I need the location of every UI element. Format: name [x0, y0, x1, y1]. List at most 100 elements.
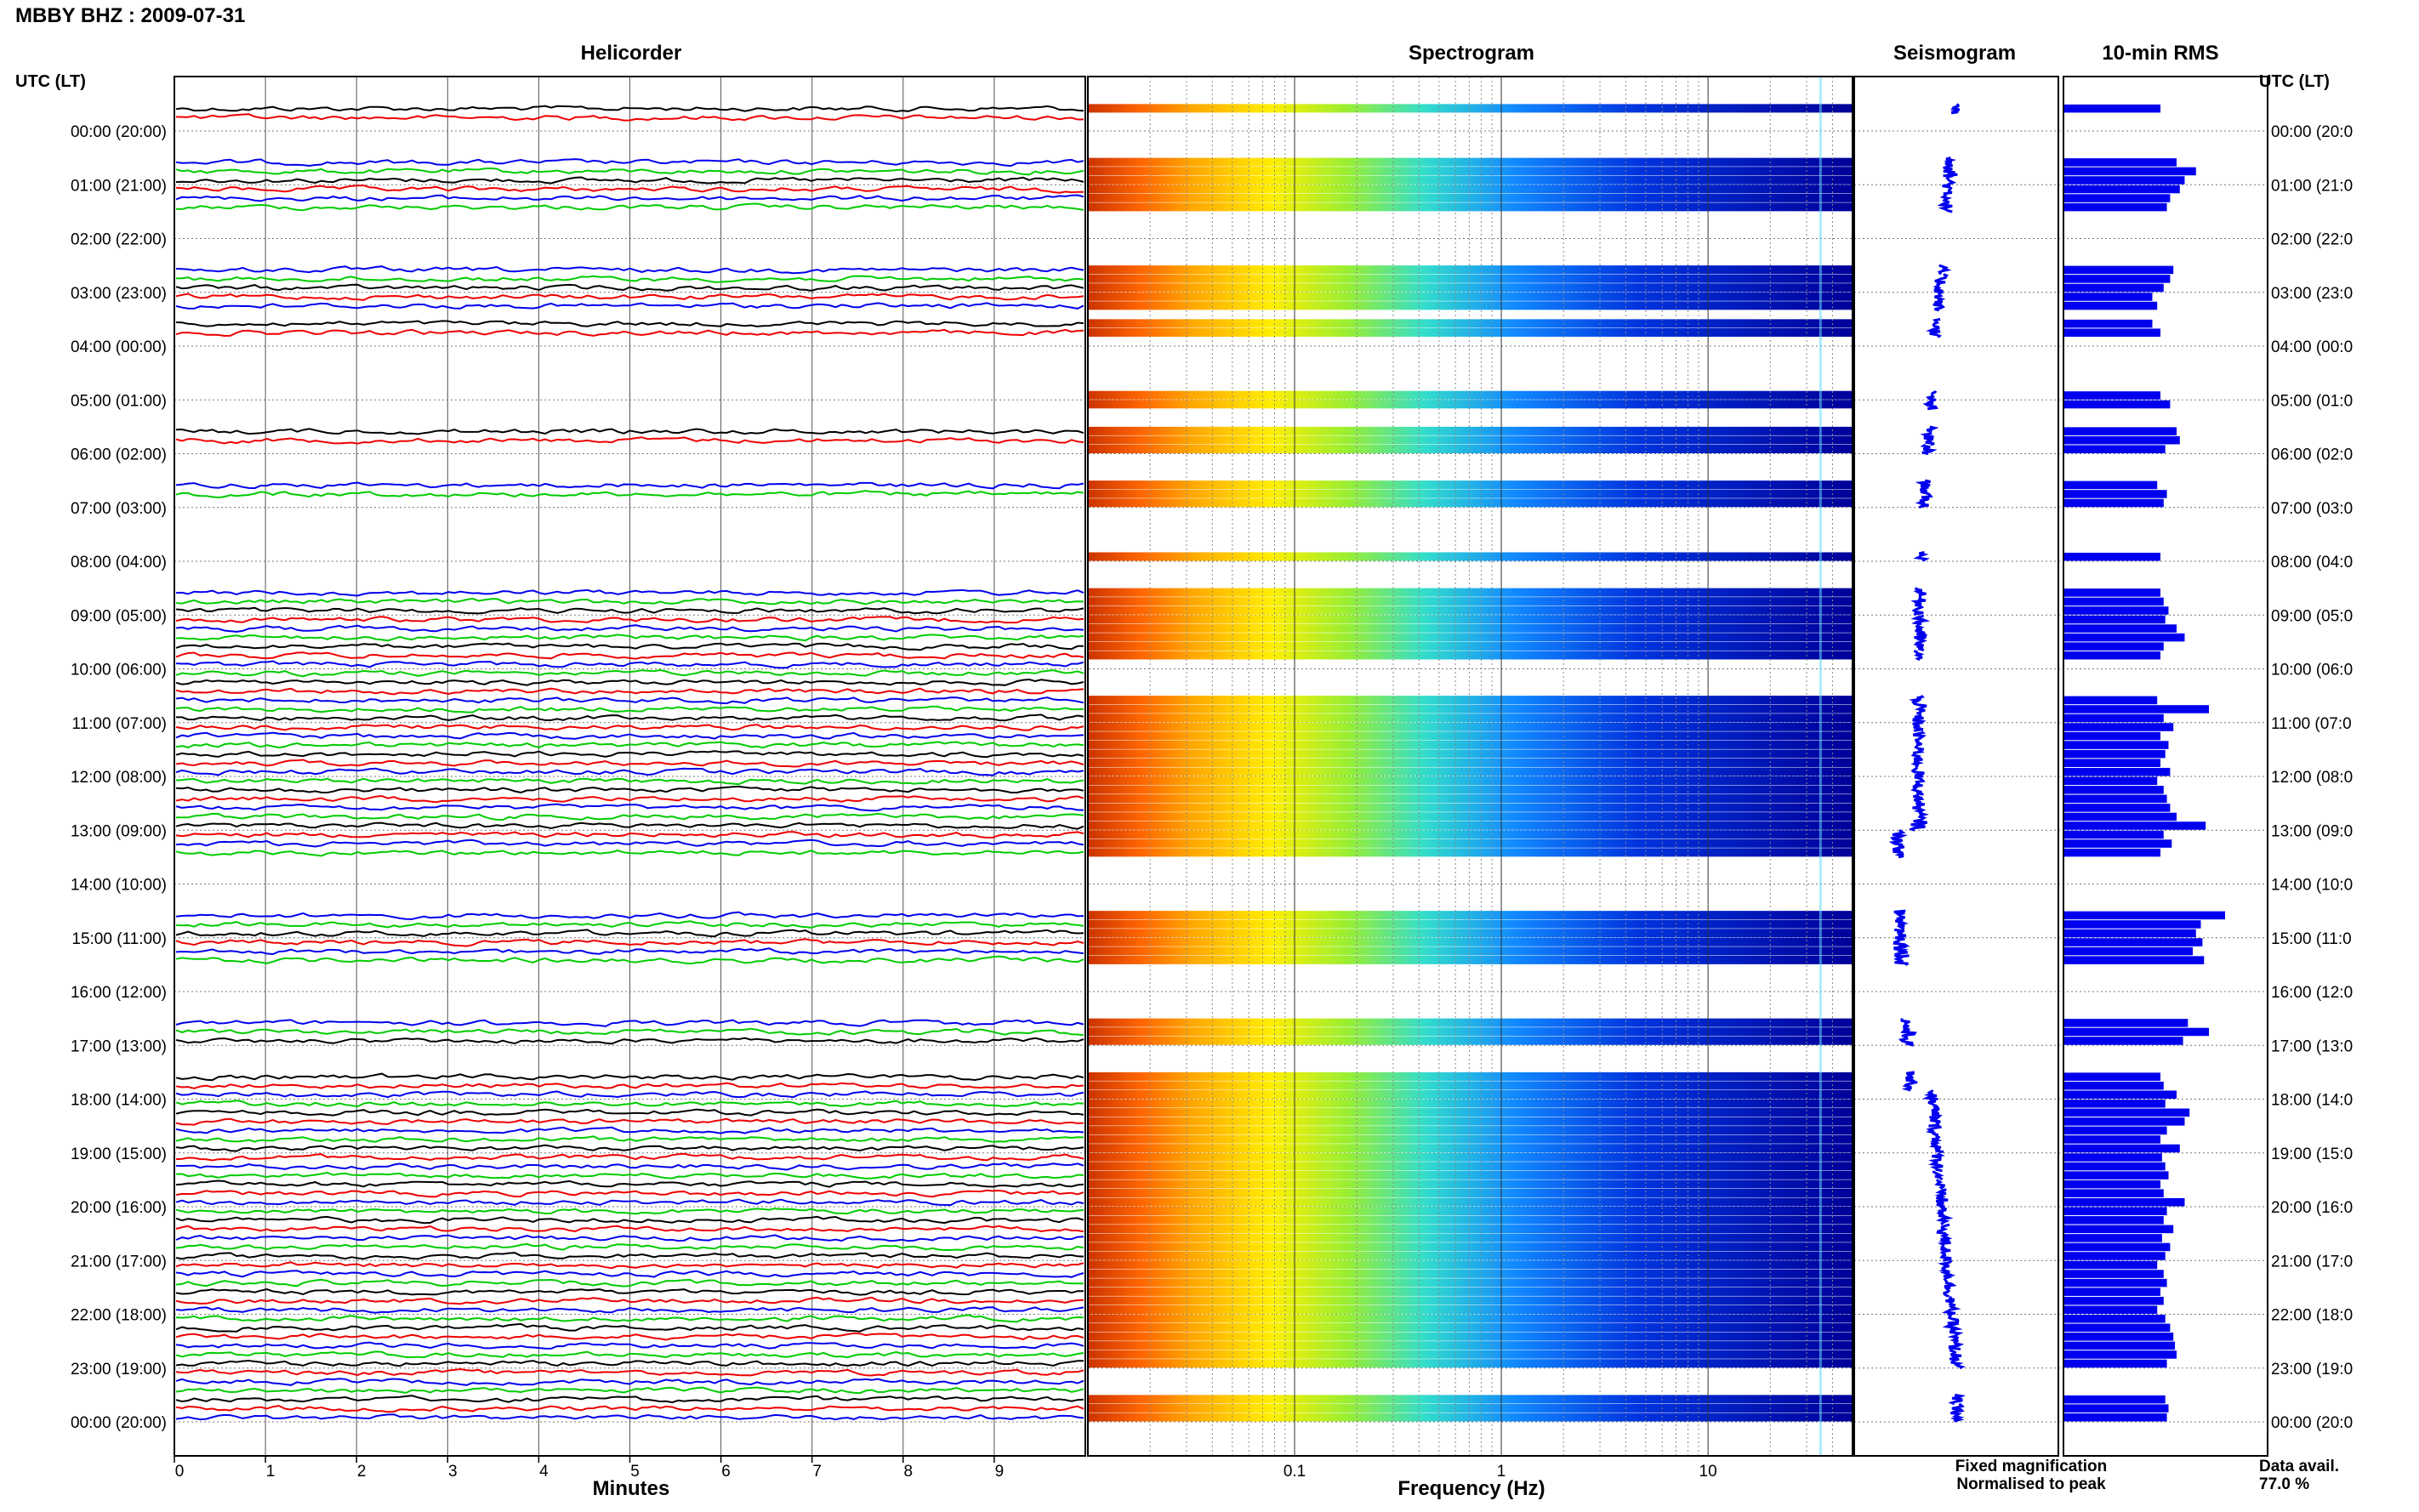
rms-bar [2063, 1019, 2188, 1027]
spectrogram-strip [1088, 955, 1853, 964]
spectrogram-strip [1088, 588, 1853, 597]
seismogram-trace [1901, 1081, 1918, 1092]
seismogram-trace [1915, 497, 1930, 509]
seismogram-trace [1895, 918, 1910, 930]
rms-title: 10-min RMS [2102, 42, 2218, 65]
hour-label-left: 12:00 (08:00) [71, 769, 167, 787]
helicorder-trace [175, 428, 1084, 435]
rms-bar [2063, 911, 2225, 920]
rms-bar [2063, 1179, 2160, 1189]
spectrogram-strip [1088, 157, 1853, 167]
helicorder-trace [175, 302, 1084, 310]
helicorder-trace [175, 803, 1084, 812]
hour-label-left: 15:00 (11:00) [71, 930, 167, 948]
helicorder-trace [175, 1413, 1084, 1421]
spectrogram-strip [1088, 1296, 1853, 1305]
spectrogram-strip [1088, 489, 1853, 498]
hour-label-left: 09:00 (05:00) [71, 607, 167, 625]
hour-label-left: 21:00 (17:00) [71, 1253, 167, 1270]
spectrogram-strip [1088, 1242, 1853, 1252]
helicorder-trace [175, 1225, 1084, 1233]
rms-bar [2063, 642, 2164, 651]
seismogram-trace [1890, 828, 1909, 840]
seismogram-trace [1913, 640, 1925, 652]
helicorder-trace [175, 759, 1084, 768]
rms-bar [2063, 1171, 2169, 1179]
seismogram-trace [1949, 1349, 1962, 1361]
helicorder-trace [175, 1405, 1084, 1413]
hour-label-right: 00:00 (20:0 [2271, 1414, 2353, 1432]
spectrogram-strip [1088, 1359, 1853, 1368]
seismogram-trace [1911, 605, 1925, 617]
hour-label-left: 03:00 (23:00) [71, 285, 167, 303]
hour-label-right: 14:00 (10:0 [2271, 877, 2353, 895]
helicorder-trace [175, 1332, 1084, 1341]
rms-bar [2063, 848, 2160, 857]
helicorder-trace [175, 1378, 1084, 1386]
hour-label-right: 17:00 (13:0 [2271, 1037, 2353, 1055]
helicorder-trace [175, 1306, 1084, 1314]
spectrogram-strip [1088, 292, 1853, 301]
seismogram-trace [1910, 766, 1925, 778]
rms-bar [2063, 1153, 2162, 1162]
seismogram-trace [1927, 1098, 1940, 1110]
rms-frame [2063, 76, 2268, 1457]
seismogram-trace [1936, 1206, 1948, 1217]
spectrogram-strip [1088, 1179, 1853, 1189]
hour-label-left: 07:00 (03:00) [71, 500, 167, 518]
seismogram-trace [1893, 846, 1904, 859]
hour-label-left: 00:00 (20:00) [71, 123, 167, 141]
seismogram-trace [1893, 945, 1909, 958]
seismogram-trace [1893, 909, 1906, 922]
spectrogram-tick-label: 1 [1497, 1463, 1506, 1481]
seismogram-trace [1925, 327, 1942, 338]
seismogram-trace [1898, 1035, 1915, 1047]
rms-bar [2063, 293, 2153, 301]
rms-bar [2063, 749, 2166, 759]
seismogram-trace [1941, 1304, 1961, 1316]
seismogram-trace [1938, 264, 1952, 275]
helicorder-trace [175, 1287, 1084, 1296]
rms-bar [2063, 929, 2196, 938]
spectrogram-strip [1088, 193, 1853, 202]
hour-label-right: 04:00 (00:0 [2271, 338, 2353, 356]
data-avail-value: 77.0 % [2259, 1475, 2309, 1493]
rms-bar [2063, 821, 2206, 830]
seismogram-trace [1931, 1107, 1943, 1118]
seismogram-trace [1949, 1412, 1965, 1423]
seismogram-trace [1949, 103, 1961, 115]
spectrogram-strip [1088, 911, 1853, 920]
seismogram-trace [1913, 650, 1925, 662]
seismogram-trace [1938, 1241, 1951, 1253]
rms-bar [2063, 1197, 2185, 1207]
seismogram-trace [1930, 1134, 1943, 1145]
seismogram-trace [1943, 1277, 1957, 1289]
helicorder-trace [175, 794, 1084, 804]
rms-bar [2063, 480, 2158, 490]
spectrogram-strip [1088, 1395, 1853, 1404]
seismogram-trace [1888, 838, 1905, 850]
hour-label-left: 05:00 (01:00) [71, 392, 167, 410]
spectrogram-strip [1088, 722, 1853, 731]
helicorder-trace [175, 105, 1084, 113]
seismogram-trace [1942, 183, 1953, 196]
spectrogram-strip [1088, 1099, 1853, 1108]
spectrogram-strip [1088, 283, 1853, 293]
seismogram-trace [1922, 398, 1938, 411]
helicorder-trace [175, 660, 1084, 669]
hour-label-right: 08:00 (04:0 [2271, 554, 2353, 571]
rms-bar [2063, 1037, 2183, 1045]
seismogram-trace [1913, 587, 1927, 599]
spectrogram-strip [1088, 696, 1853, 705]
spectrogram-strip [1088, 552, 1853, 561]
spectrogram-strip [1088, 167, 1853, 176]
spectrogram-strip [1088, 327, 1853, 337]
hour-label-right: 16:00 (12:0 [2271, 984, 2353, 1002]
seismogram-trace [1934, 1188, 1948, 1199]
rms-bar [2063, 938, 2203, 946]
spectrogram-strip [1088, 651, 1853, 660]
rms-bar [2063, 1072, 2160, 1081]
helicorder-trace [175, 1090, 1084, 1099]
rms-bar [2063, 804, 2171, 812]
seismogram-trace [1900, 1018, 1910, 1029]
